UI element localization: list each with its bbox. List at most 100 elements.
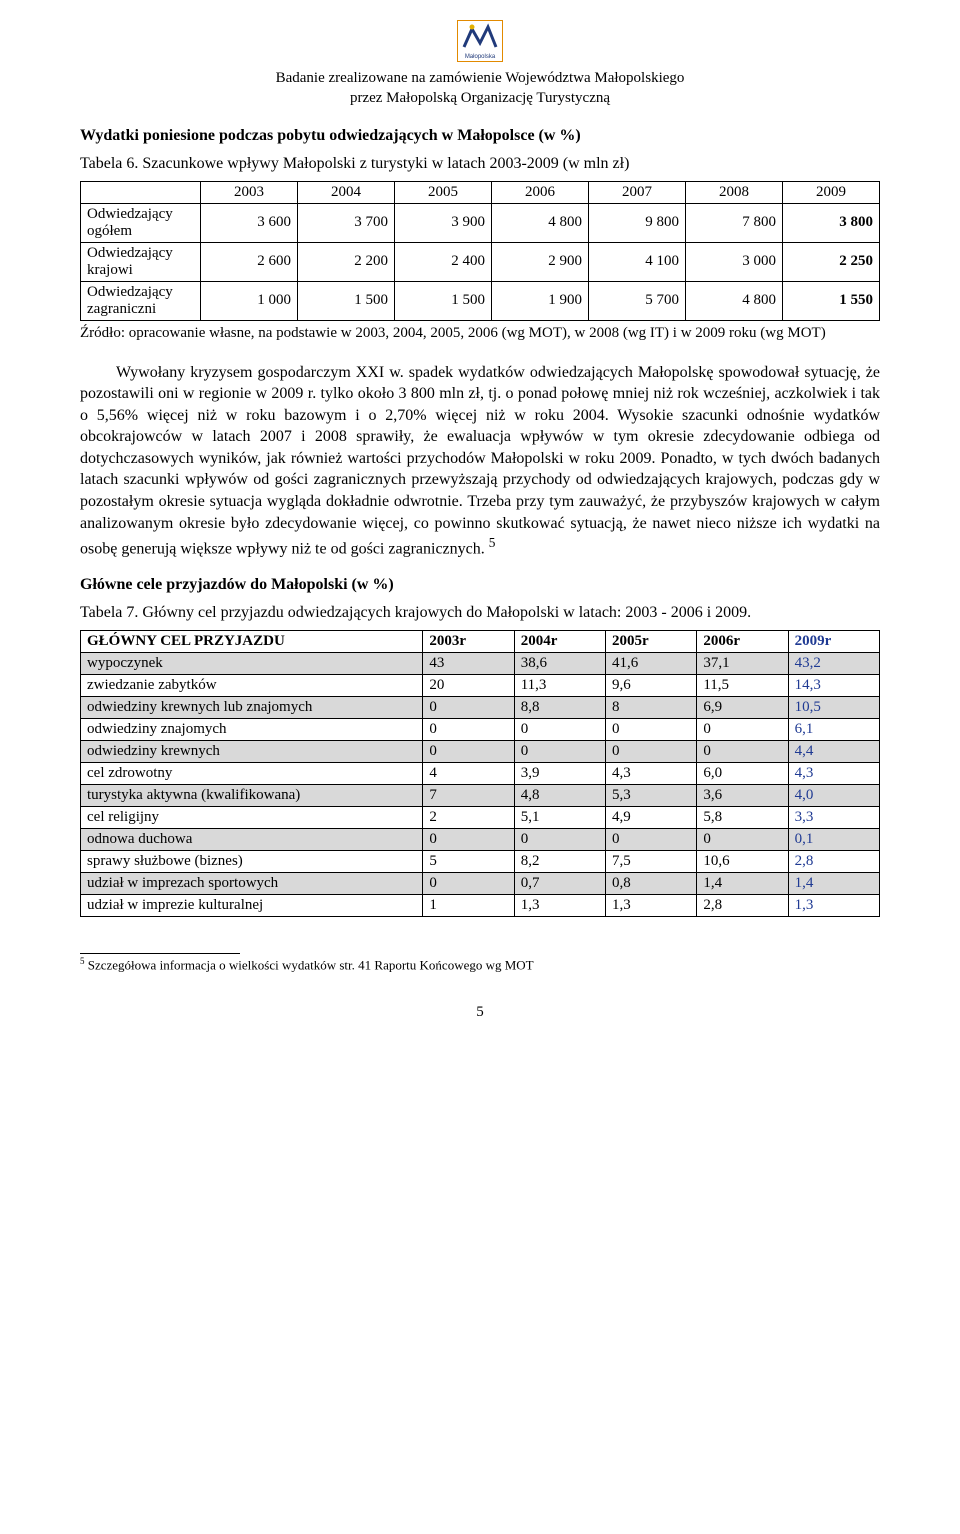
cell: 0 [423, 719, 514, 741]
cell: 1 500 [298, 281, 395, 320]
row-label: sprawy służbowe (biznes) [81, 851, 423, 873]
cell: 1 550 [783, 281, 880, 320]
cell: 3 600 [201, 203, 298, 242]
cell: 0,7 [514, 873, 605, 895]
footnote: 5 Szczegółowa informacja o wielkości wyd… [80, 956, 880, 973]
table-row: sprawy służbowe (biznes)58,27,510,62,8 [81, 851, 880, 873]
cell: 10,6 [697, 851, 788, 873]
header-line-1: Badanie zrealizowane na zamówienie Wojew… [80, 68, 880, 88]
cell: 3 000 [686, 242, 783, 281]
table-row: Odwiedzający zagraniczni 1 000 1 500 1 5… [81, 281, 880, 320]
paragraph-1-text: Wywołany kryzysem gospodarczym XXI w. sp… [80, 364, 880, 558]
table-row: wypoczynek4338,641,637,143,2 [81, 653, 880, 675]
cell: 0 [423, 697, 514, 719]
table-row: odwiedziny krewnych lub znajomych08,886,… [81, 697, 880, 719]
cell: 6,0 [697, 763, 788, 785]
table-row: udział w imprezie kulturalnej11,31,32,81… [81, 895, 880, 917]
cell: 11,3 [514, 675, 605, 697]
table-row: zwiedzanie zabytków2011,39,611,514,3 [81, 675, 880, 697]
row-label: udział w imprezach sportowych [81, 873, 423, 895]
year-2009: 2009 [783, 181, 880, 203]
cell: 0 [697, 829, 788, 851]
cell: 2 900 [492, 242, 589, 281]
row-label: zwiedzanie zabytków [81, 675, 423, 697]
cell: 7 [423, 785, 514, 807]
cell: 0 [423, 873, 514, 895]
malopolska-logo: Małopolska [457, 20, 503, 62]
cell: 37,1 [697, 653, 788, 675]
table-6-source: Źródło: opracowanie własne, na podstawie… [80, 325, 880, 342]
cell: 4,8 [514, 785, 605, 807]
col-2009: 2009r [788, 631, 879, 653]
cell: 1 000 [201, 281, 298, 320]
table-row: Odwiedzający ogółem 3 600 3 700 3 900 4 … [81, 203, 880, 242]
table-6-header-row: 2003 2004 2005 2006 2007 2008 2009 [81, 181, 880, 203]
cell: 5 700 [589, 281, 686, 320]
table-6: 2003 2004 2005 2006 2007 2008 2009 Odwie… [80, 181, 880, 321]
cell: 7 800 [686, 203, 783, 242]
cell: 20 [423, 675, 514, 697]
footnote-number: 5 [80, 956, 85, 966]
cell: 9 800 [589, 203, 686, 242]
cell: 0 [606, 829, 697, 851]
cell: 1,4 [788, 873, 879, 895]
cell: 2 250 [783, 242, 880, 281]
cell: 1 [423, 895, 514, 917]
cell: 43 [423, 653, 514, 675]
col-2003: 2003r [423, 631, 514, 653]
table-row: turystyka aktywna (kwalifikowana)74,85,3… [81, 785, 880, 807]
footnote-separator [80, 953, 240, 954]
cell: 1,4 [697, 873, 788, 895]
cell: 3 900 [395, 203, 492, 242]
table-7-caption: Tabela 7. Główny cel przyjazdu odwiedzaj… [80, 604, 880, 622]
table-row: odnowa duchowa00000,1 [81, 829, 880, 851]
cell: 41,6 [606, 653, 697, 675]
col-2005: 2005r [606, 631, 697, 653]
cell: 1 500 [395, 281, 492, 320]
col-2004: 2004r [514, 631, 605, 653]
cell: 4,3 [788, 763, 879, 785]
cell: 2 200 [298, 242, 395, 281]
table-row: odwiedziny krewnych00004,4 [81, 741, 880, 763]
table-6-caption: Tabela 6. Szacunkowe wpływy Małopolski z… [80, 155, 880, 173]
cell: 5,1 [514, 807, 605, 829]
col-2006: 2006r [697, 631, 788, 653]
cell: 2,8 [697, 895, 788, 917]
row-label: cel zdrowotny [81, 763, 423, 785]
cell: 4,9 [606, 807, 697, 829]
section-title-1: Wydatki poniesione podczas pobytu odwied… [80, 127, 880, 145]
cell: 4 100 [589, 242, 686, 281]
cell: 7,5 [606, 851, 697, 873]
cell: 3,6 [697, 785, 788, 807]
year-2007: 2007 [589, 181, 686, 203]
header-line-2: przez Małopolską Organizację Turystyczną [80, 88, 880, 108]
table-7: GŁÓWNY CEL PRZYJAZDU 2003r 2004r 2005r 2… [80, 630, 880, 917]
cell: 2 400 [395, 242, 492, 281]
row-label: odwiedziny krewnych lub znajomych [81, 697, 423, 719]
paragraph-1: Wywołany kryzysem gospodarczym XXI w. sp… [80, 362, 880, 561]
table-row: cel zdrowotny43,94,36,04,3 [81, 763, 880, 785]
section-title-2: Główne cele przyjazdów do Małopolski (w … [80, 576, 880, 594]
col-purpose: GŁÓWNY CEL PRZYJAZDU [81, 631, 423, 653]
cell: 5,3 [606, 785, 697, 807]
cell: 8,8 [514, 697, 605, 719]
year-2006: 2006 [492, 181, 589, 203]
cell: 0 [423, 741, 514, 763]
cell: 0,8 [606, 873, 697, 895]
cell: 1,3 [514, 895, 605, 917]
table-7-header-row: GŁÓWNY CEL PRZYJAZDU 2003r 2004r 2005r 2… [81, 631, 880, 653]
row-label: odwiedziny krewnych [81, 741, 423, 763]
cell: 3 800 [783, 203, 880, 242]
row-label: Odwiedzający ogółem [81, 203, 201, 242]
year-2003: 2003 [201, 181, 298, 203]
cell: 6,9 [697, 697, 788, 719]
cell: 2 [423, 807, 514, 829]
page: Małopolska Badanie zrealizowane na zamów… [0, 0, 960, 1061]
cell: 3,3 [788, 807, 879, 829]
cell: 9,6 [606, 675, 697, 697]
cell: 4 800 [492, 203, 589, 242]
logo-label: Małopolska [458, 54, 502, 60]
cell: 0 [514, 829, 605, 851]
cell: 38,6 [514, 653, 605, 675]
footnote-text: Szczegółowa informacja o wielkości wydat… [88, 958, 534, 973]
